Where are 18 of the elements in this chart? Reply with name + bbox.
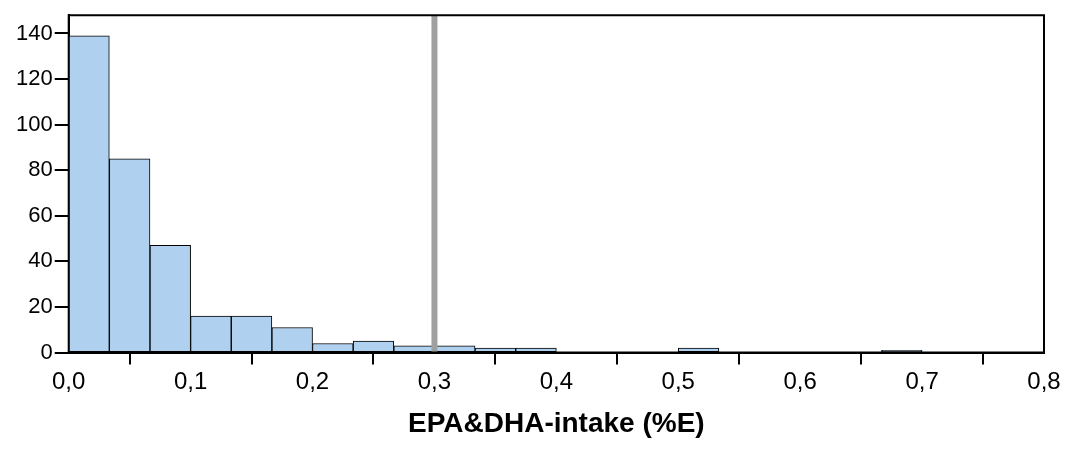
x-tick-label: 0,6: [783, 366, 817, 394]
x-axis-title: EPA&DHA-intake (%E): [408, 406, 705, 438]
y-tick-label: 20: [28, 293, 53, 319]
x-tick-label: 0,2: [295, 366, 330, 394]
y-tick-label: 80: [28, 156, 53, 182]
x-tick-label: 0,5: [661, 366, 695, 394]
x-tick-label: 0,8: [1027, 366, 1061, 394]
y-tick-label: 60: [28, 201, 53, 227]
y-tick-label: 120: [15, 65, 53, 91]
x-tick-label: 0,7: [905, 366, 939, 394]
y-tick-label: 0: [40, 338, 53, 364]
x-tick-label: 0,4: [539, 366, 574, 394]
y-tick-label: 140: [15, 19, 53, 45]
x-tick-label: 0,3: [417, 366, 452, 394]
y-tick-label: 100: [15, 110, 53, 136]
y-tick-label: 40: [28, 247, 53, 273]
x-tick-label: 0,1: [173, 366, 208, 394]
x-tick-label: 0,0: [52, 366, 86, 394]
